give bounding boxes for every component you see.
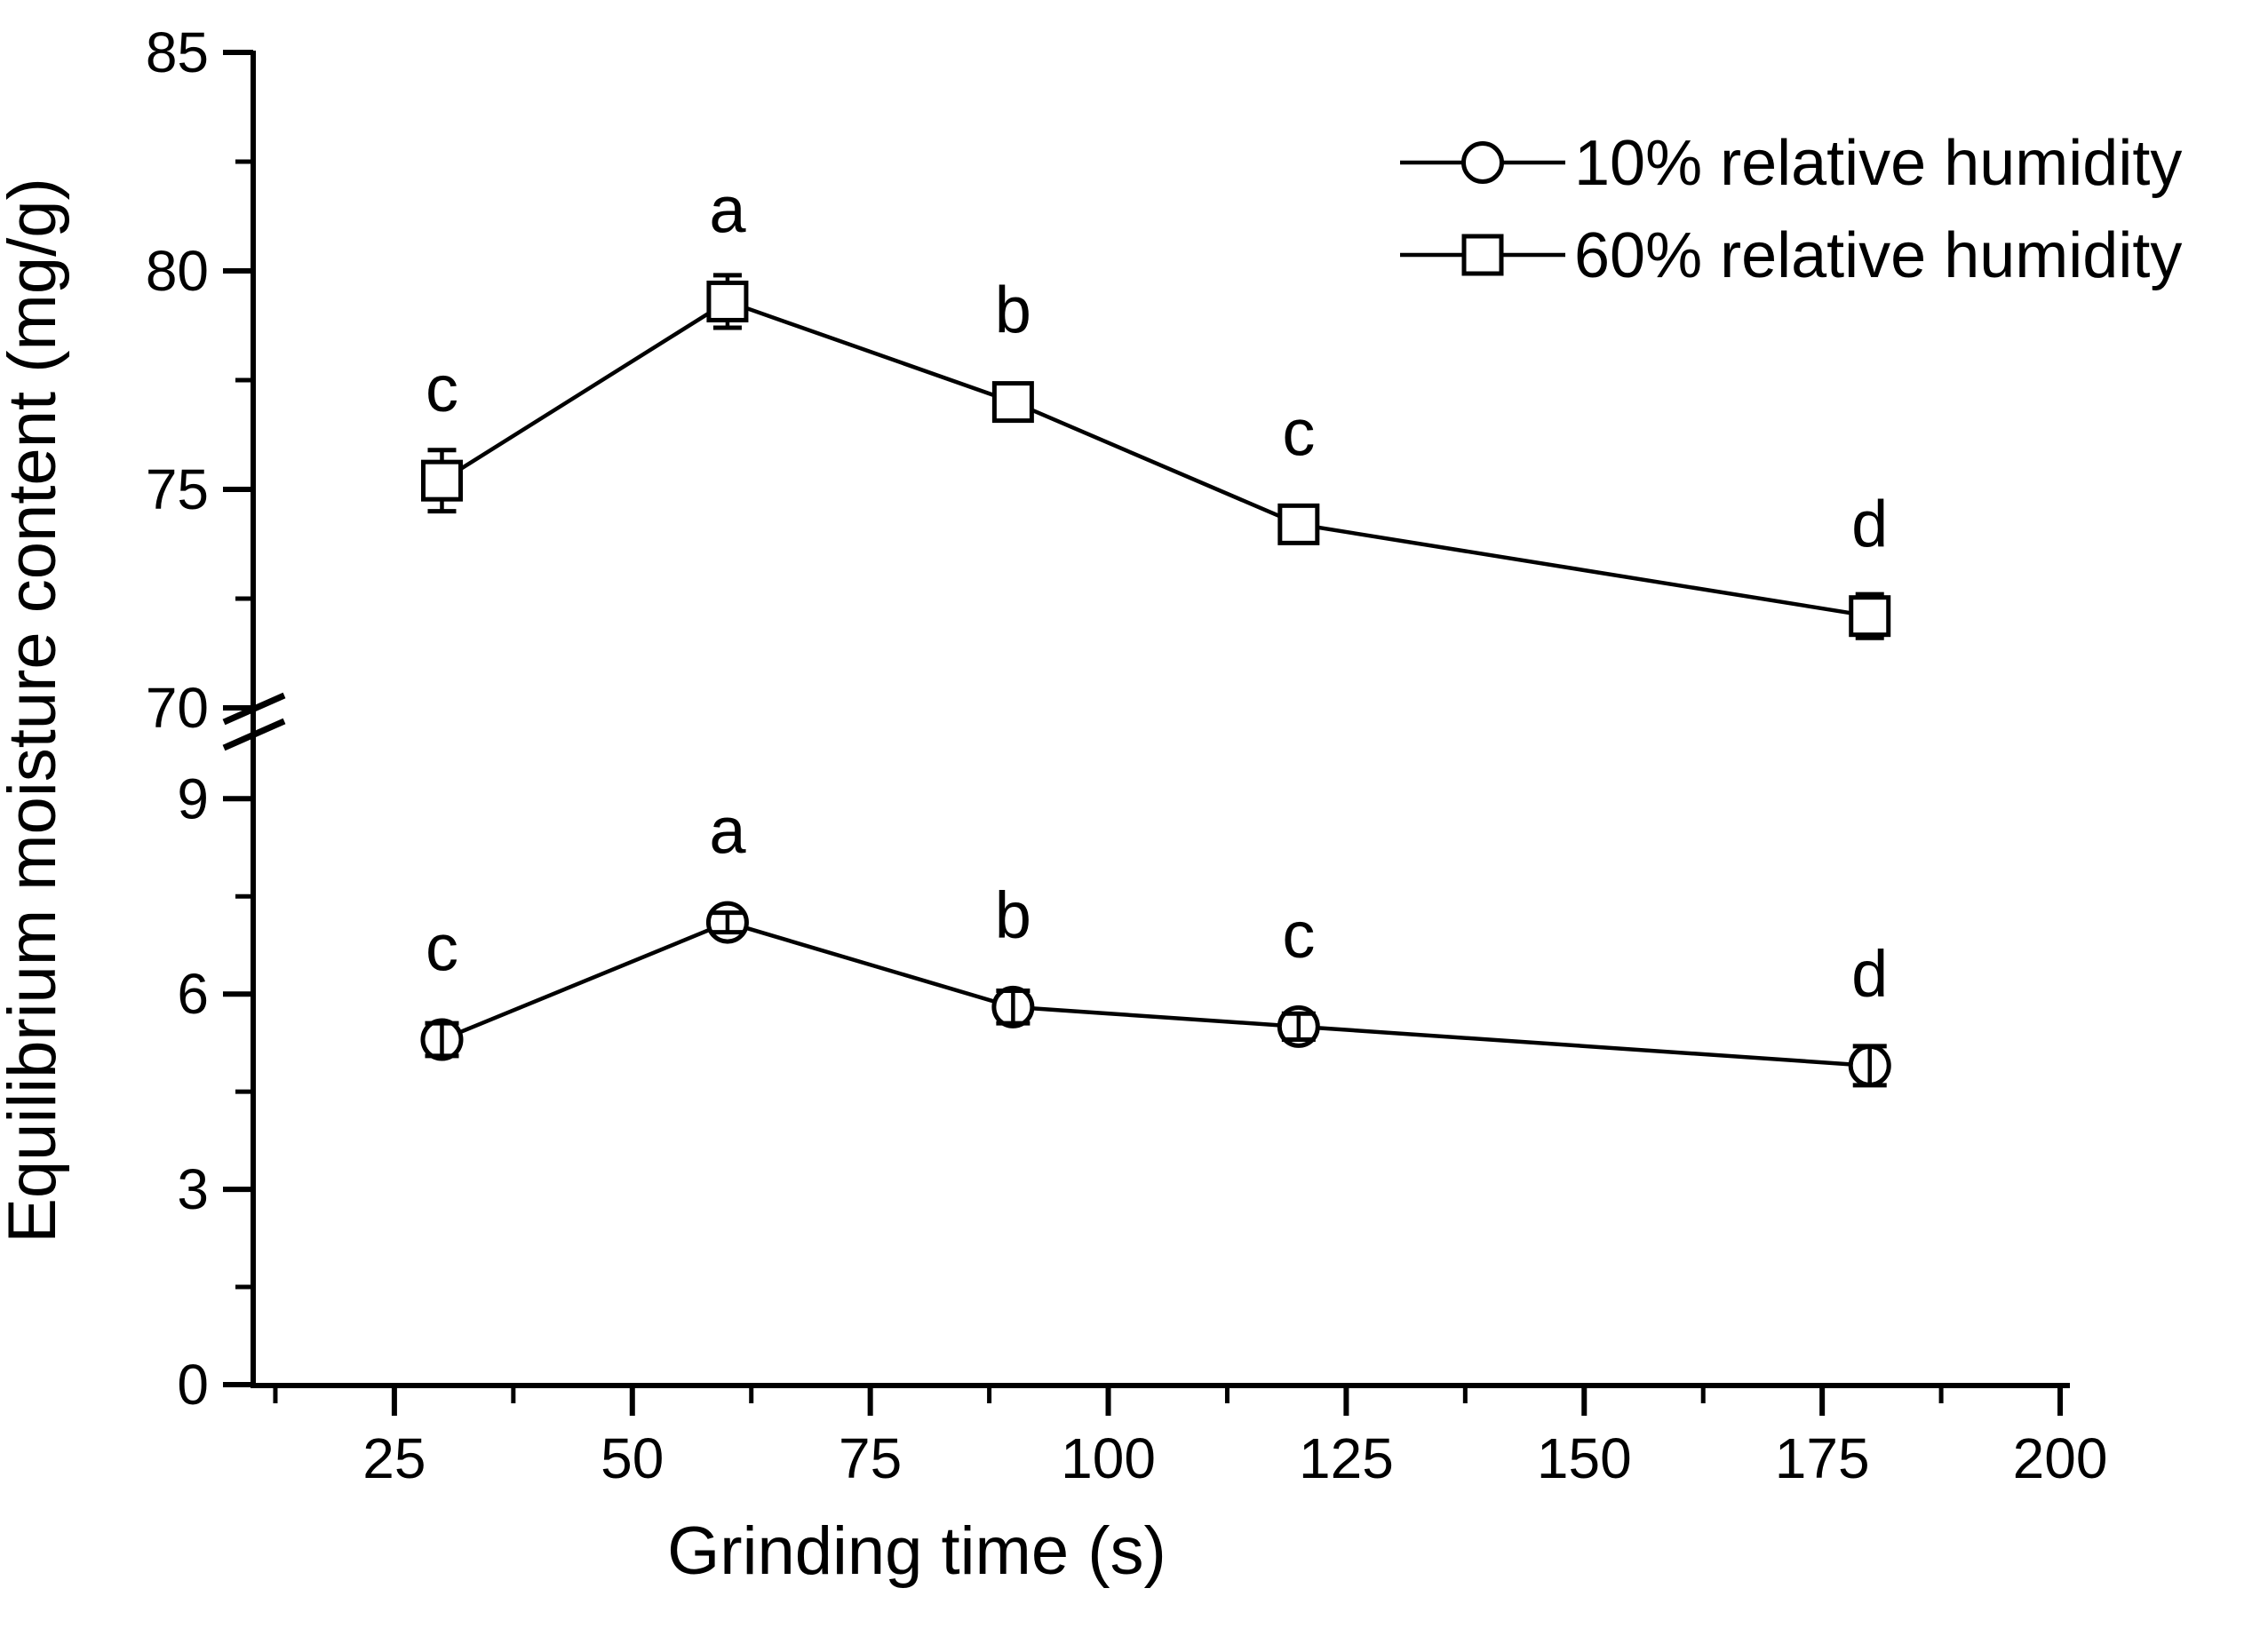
x-tick-label: 175 [1775,1426,1870,1490]
y-tick-label: 85 [146,20,209,84]
y-tick-label: 0 [177,1353,209,1417]
significance-letter: b [995,274,1031,347]
x-tick-label: 50 [601,1426,664,1490]
data-point-square [1849,595,1891,638]
y-tick-label: 9 [177,766,209,830]
series-line-square [441,298,1871,618]
significance-letter: d [1851,488,1888,561]
legend-circle-marker [1461,141,1504,184]
series-line-circle [441,920,1870,1068]
x-tick-label: 75 [839,1426,902,1490]
significance-letter: a [709,172,746,246]
y-tick-label: 3 [177,1157,209,1221]
legend-label: 10% relative humidity [1574,128,2182,199]
significance-letter: a [709,794,746,868]
data-point-square [1277,503,1320,545]
data-point-square [991,381,1034,424]
x-tick-label: 100 [1061,1426,1156,1490]
y-tick-label: 6 [177,962,209,1026]
x-tick-label: 125 [1299,1426,1394,1490]
x-tick-label: 200 [2013,1426,2108,1490]
x-tick-label: 150 [1537,1426,1632,1490]
significance-letter: d [1851,937,1888,1011]
significance-letter: c [1282,395,1315,469]
x-axis-title: Grinding time (s) [667,1513,1166,1589]
y-axis-title: Equilibrium moisture content (mg/g) [0,178,70,1243]
legend-label: 60% relative humidity [1574,220,2182,291]
y-tick-label: 70 [146,676,209,740]
axis-break-slash [222,718,286,751]
y-tick-label: 75 [146,457,209,521]
axis-break-slash [222,692,286,726]
x-tick-label: 25 [362,1426,426,1490]
significance-letter: c [1282,898,1315,972]
data-point-square [420,459,463,502]
data-point-square [706,280,749,322]
y-tick-label: 80 [146,239,209,303]
significance-letter: c [426,911,458,985]
significance-letter: c [426,352,458,425]
legend-square-marker [1461,234,1504,276]
significance-letter: b [995,878,1031,952]
